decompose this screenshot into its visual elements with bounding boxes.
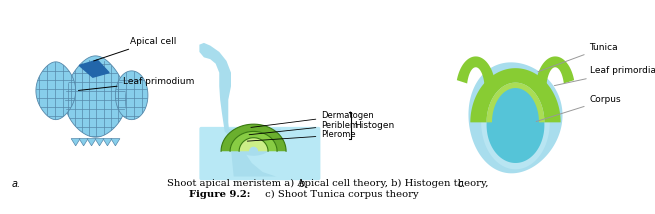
Polygon shape [470,68,561,122]
Text: Leaf primodium: Leaf primodium [79,77,194,91]
Polygon shape [227,129,281,156]
Polygon shape [95,139,104,146]
Polygon shape [230,131,277,151]
Polygon shape [199,43,276,177]
Polygon shape [535,56,574,88]
Polygon shape [457,56,496,88]
Polygon shape [36,62,76,120]
Polygon shape [87,139,96,146]
Polygon shape [103,139,112,146]
FancyBboxPatch shape [199,127,320,180]
Polygon shape [79,139,88,146]
Polygon shape [487,87,544,163]
Text: Plerome: Plerome [248,131,356,141]
Text: Corpus: Corpus [536,95,621,122]
Text: Tunica: Tunica [538,43,618,72]
Polygon shape [468,62,563,173]
Text: Dermatogen: Dermatogen [251,111,374,127]
Polygon shape [221,124,286,151]
Text: Leaf primordia: Leaf primordia [554,66,655,86]
Text: Periblem: Periblem [249,120,358,135]
Polygon shape [115,71,148,120]
Polygon shape [239,138,268,151]
Polygon shape [481,75,550,169]
Text: Histogen: Histogen [354,120,394,129]
Polygon shape [71,139,80,146]
Text: c.: c. [458,179,466,189]
Text: Apical cell: Apical cell [94,37,176,61]
Text: a.: a. [12,179,21,189]
Text: Figure 9.2:: Figure 9.2: [189,190,250,199]
Polygon shape [111,139,120,146]
Text: Shoot apical meristem a) Apical cell theory, b) Histogen theory,
         c) Sho: Shoot apical meristem a) Apical cell the… [167,179,488,199]
Polygon shape [487,83,544,122]
Text: b.: b. [299,179,308,189]
Polygon shape [65,56,126,137]
Polygon shape [79,60,109,77]
